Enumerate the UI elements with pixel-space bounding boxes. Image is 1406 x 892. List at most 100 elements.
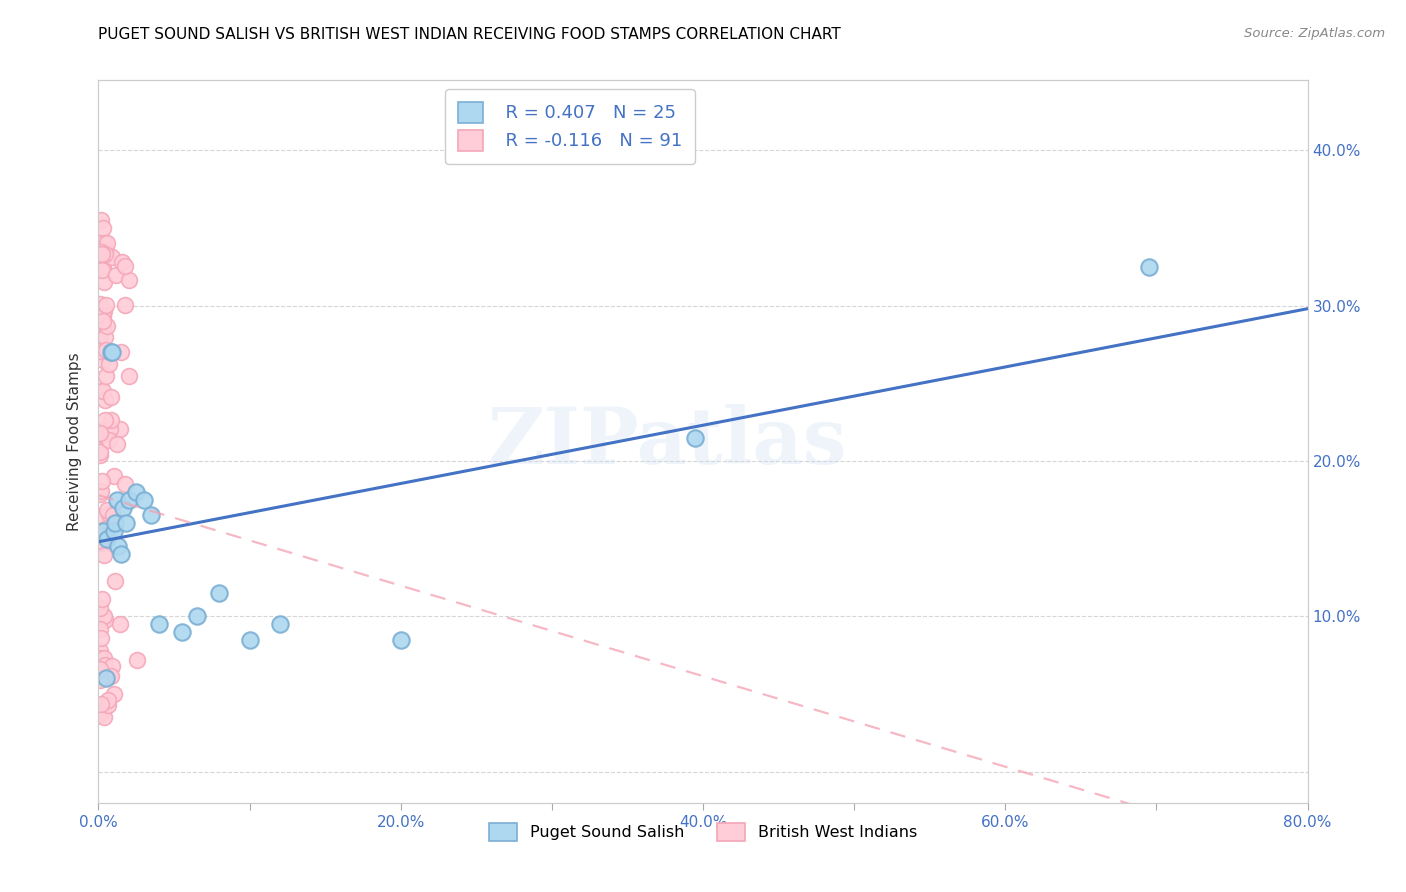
Point	[91, 353, 114, 368]
Point	[101, 659, 124, 673]
Point	[90, 632, 112, 646]
Point	[91, 384, 114, 398]
Point	[118, 273, 141, 287]
Point	[89, 384, 111, 399]
Point	[170, 624, 193, 639]
Point	[107, 540, 129, 554]
Point	[93, 275, 115, 289]
Point	[98, 507, 121, 521]
Point	[90, 213, 112, 227]
Point	[94, 347, 117, 361]
Point	[90, 697, 112, 711]
Point	[141, 508, 163, 523]
Point	[389, 632, 412, 647]
Point	[93, 236, 115, 251]
Point	[91, 509, 114, 524]
Point	[89, 644, 111, 658]
Point	[100, 345, 122, 359]
Point	[100, 390, 122, 404]
Text: Source: ZipAtlas.com: Source: ZipAtlas.com	[1244, 27, 1385, 40]
Point	[104, 268, 127, 283]
Point	[89, 344, 111, 359]
Text: PUGET SOUND SALISH VS BRITISH WEST INDIAN RECEIVING FOOD STAMPS CORRELATION CHAR: PUGET SOUND SALISH VS BRITISH WEST INDIA…	[98, 27, 841, 42]
Point	[91, 314, 114, 328]
Point	[125, 485, 148, 500]
Point	[114, 477, 136, 491]
Point	[93, 609, 115, 624]
Point	[98, 422, 121, 436]
Point	[100, 669, 122, 683]
Point	[94, 343, 117, 358]
Point	[91, 524, 114, 538]
Point	[90, 707, 112, 722]
Point	[91, 321, 114, 335]
Point	[105, 437, 128, 451]
Point	[110, 547, 132, 561]
Point	[208, 586, 231, 600]
Point	[93, 657, 115, 672]
Point	[89, 673, 111, 687]
Point	[89, 651, 111, 665]
Point	[93, 535, 115, 549]
Point	[94, 672, 117, 686]
Point	[93, 651, 115, 665]
Point	[132, 492, 155, 507]
Point	[89, 535, 111, 549]
Point	[100, 413, 122, 427]
Point	[104, 574, 127, 589]
Legend: Puget Sound Salish, British West Indians: Puget Sound Salish, British West Indians	[481, 814, 925, 849]
Point	[89, 622, 111, 636]
Point	[91, 428, 114, 442]
Point	[90, 423, 112, 437]
Point	[127, 653, 149, 667]
Text: ZIPatlas: ZIPatlas	[486, 403, 846, 480]
Point	[91, 246, 114, 260]
Point	[104, 516, 127, 530]
Point	[110, 255, 132, 269]
Point	[103, 469, 125, 483]
Point	[110, 345, 132, 359]
Point	[89, 331, 111, 345]
Point	[118, 368, 141, 383]
Point	[108, 422, 131, 436]
Point	[89, 448, 111, 462]
Point	[89, 529, 111, 543]
Point	[101, 345, 124, 359]
Point	[96, 298, 118, 312]
Point	[94, 246, 117, 260]
Y-axis label: Receiving Food Stamps: Receiving Food Stamps	[67, 352, 83, 531]
Point	[90, 245, 112, 260]
Point	[110, 617, 132, 632]
Point	[96, 235, 118, 250]
Point	[114, 298, 136, 312]
Point	[103, 524, 125, 538]
Point	[101, 250, 124, 264]
Point	[96, 521, 118, 535]
Point	[97, 669, 120, 683]
Point	[111, 500, 134, 515]
Point	[101, 508, 124, 523]
Point	[103, 687, 125, 701]
Point	[89, 487, 111, 501]
Point	[1137, 260, 1160, 274]
Point	[93, 710, 115, 724]
Point	[96, 319, 118, 334]
Point	[186, 609, 208, 624]
Point	[89, 662, 111, 676]
Point	[94, 613, 117, 627]
Point	[94, 329, 117, 343]
Point	[93, 413, 115, 427]
Point	[118, 492, 141, 507]
Point	[91, 260, 114, 274]
Point	[91, 220, 114, 235]
Point	[239, 632, 262, 647]
Point	[91, 263, 114, 277]
Point	[98, 357, 121, 371]
Point	[89, 297, 111, 311]
Point	[89, 601, 111, 615]
Point	[269, 617, 291, 632]
Point	[89, 536, 111, 550]
Point	[93, 303, 115, 318]
Point	[148, 617, 170, 632]
Point	[89, 445, 111, 459]
